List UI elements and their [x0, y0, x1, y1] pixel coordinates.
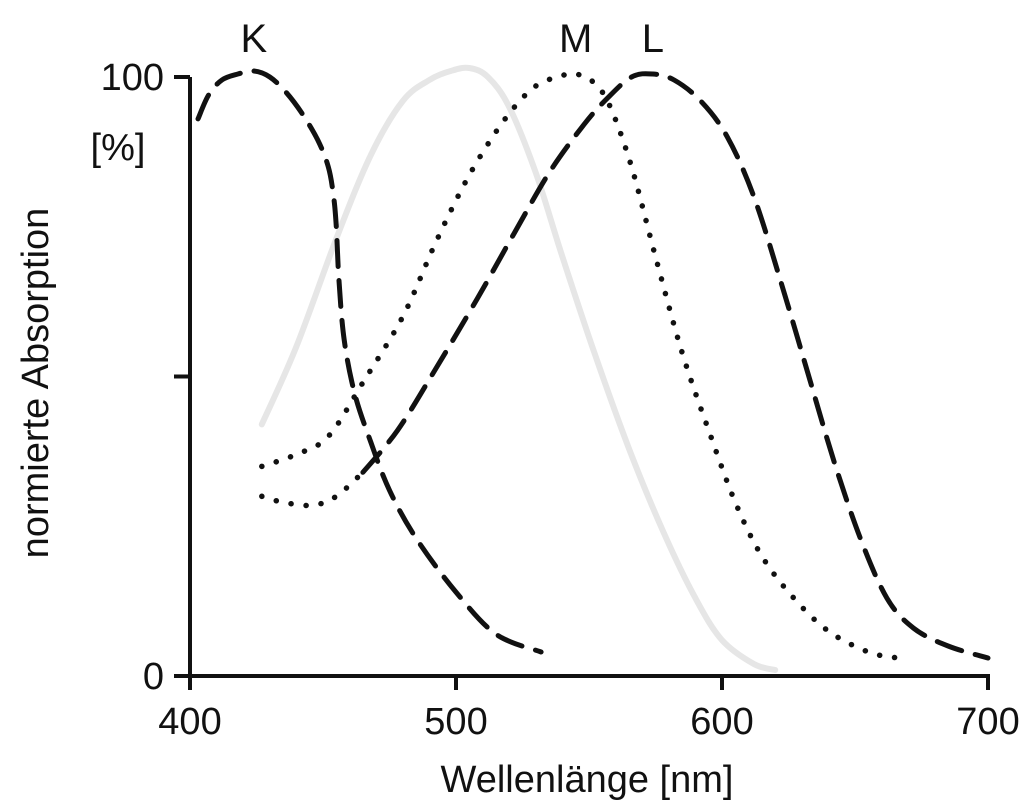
series-line-unlabeled-3: [258, 64, 779, 673]
y-tick-label-0: 0: [143, 656, 164, 698]
axes: [188, 77, 990, 678]
x-tick-label-600: 600: [690, 701, 753, 743]
y-axis-unit-label: [%]: [91, 127, 146, 169]
ghost-curve-layer: [258, 64, 779, 673]
x-tick-label-500: 500: [424, 701, 487, 743]
series-label-k: K: [240, 17, 267, 61]
y-axis-title: normierte Absorption: [15, 208, 57, 559]
series-line-l: [360, 71, 991, 661]
x-tick-label-700: 700: [956, 701, 1019, 743]
tick-labels: 400 500 600 700 0 100: [101, 57, 1020, 743]
series-line-k: [195, 68, 544, 655]
series-curves: [195, 68, 991, 661]
ticks: [174, 75, 990, 690]
series-line-m: [259, 71, 901, 661]
series-line-l-dotted: [259, 469, 366, 509]
series-label-m: M: [559, 17, 592, 61]
y-tick-label-100: 100: [101, 57, 164, 99]
x-axis-title: Wellenlänge [nm]: [441, 759, 734, 801]
x-tick-label-400: 400: [158, 701, 221, 743]
series-label-l: L: [642, 17, 664, 61]
